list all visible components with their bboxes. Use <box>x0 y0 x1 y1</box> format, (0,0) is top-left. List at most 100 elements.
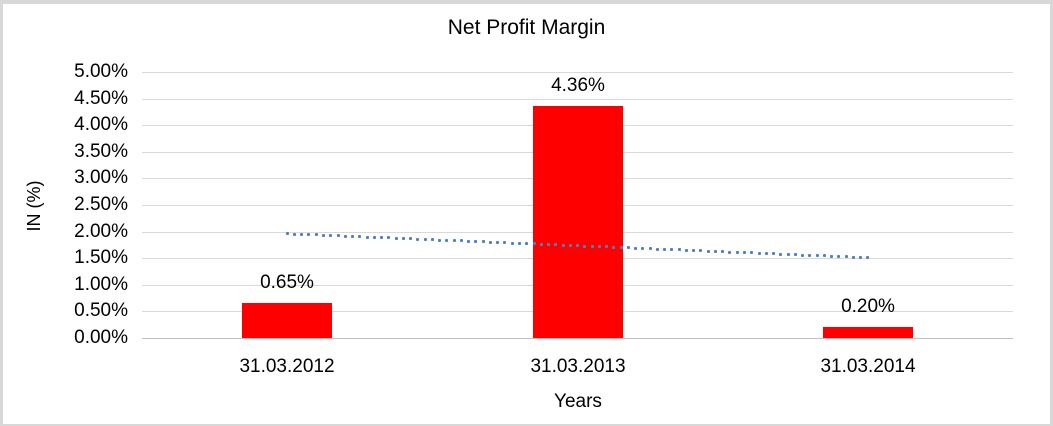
trendline-dot <box>474 240 478 243</box>
trendline-dot <box>866 256 870 260</box>
trendline-dot <box>619 246 623 249</box>
trendline-dot <box>692 249 696 252</box>
trendline-dot <box>793 253 797 257</box>
trendline-dot <box>670 248 674 252</box>
trendline-dot <box>713 249 717 253</box>
trendline-dot <box>597 245 601 249</box>
trendline-dot <box>605 245 608 249</box>
trendline-dot <box>590 244 594 248</box>
data-label: 0.65% <box>260 272 314 293</box>
trendline-dot <box>329 234 333 237</box>
y-tick-label: 2.50% <box>74 194 128 215</box>
trendline-dot <box>750 251 754 255</box>
trendline-dot <box>822 254 826 258</box>
bar-31.03.2014 <box>823 327 913 338</box>
trendline-dot <box>300 232 304 236</box>
data-label: 4.36% <box>551 75 605 96</box>
x-axis-title: Years <box>554 391 602 412</box>
trendline-dot <box>851 255 855 259</box>
trendline-dot <box>764 252 768 255</box>
trendline-dot <box>409 237 413 241</box>
trendline-dot <box>351 234 354 238</box>
data-label: 0.20% <box>841 296 895 317</box>
trendline-dot <box>735 250 739 254</box>
x-axis-line <box>142 338 1013 339</box>
trendline-dot <box>757 251 761 255</box>
trendline-dot <box>467 239 471 243</box>
trendline-dot <box>808 253 812 257</box>
gridline <box>142 72 1013 73</box>
trendline-dot <box>430 238 434 242</box>
trendline-dot <box>859 255 863 259</box>
trendline-dot <box>706 249 710 253</box>
trendline-dot <box>539 242 543 246</box>
trendline-dot <box>336 234 340 238</box>
trendline-dot <box>380 236 383 240</box>
trendline-dot <box>772 252 775 256</box>
trendline-dot <box>510 241 514 245</box>
trendline-dot <box>307 233 311 237</box>
trendline-dot <box>728 250 732 254</box>
trendline-dot <box>496 240 500 244</box>
trendline-dot <box>322 233 325 237</box>
trendline-dot <box>648 247 652 251</box>
trendline-dot <box>684 248 688 252</box>
trendline-dot <box>844 255 848 259</box>
y-tick-label: 0.50% <box>74 300 128 321</box>
trendline-dot <box>292 232 296 236</box>
trendline-dot <box>517 241 521 245</box>
trendline-dot <box>576 244 579 248</box>
trendline-dot <box>387 236 391 240</box>
trendline-dot <box>285 232 289 236</box>
trendline-dot <box>634 246 638 250</box>
trendline-dot <box>815 254 819 258</box>
trendline-dot <box>488 240 492 244</box>
x-tick-label: 31.03.2013 <box>530 356 626 377</box>
trendline-dot <box>786 252 790 256</box>
trendline-dot <box>525 242 529 246</box>
trendline-dot <box>742 251 746 255</box>
trendline-dot <box>416 237 420 241</box>
trendline-dot <box>699 249 703 253</box>
x-tick-label: 31.03.2012 <box>239 356 335 377</box>
y-tick-label: 1.00% <box>74 274 128 295</box>
y-tick-label: 0.00% <box>74 327 128 348</box>
y-axis-title: IN (%) <box>24 180 44 232</box>
y-tick-label: 5.00% <box>74 61 128 82</box>
trendline-dot <box>452 239 456 243</box>
y-tick-label: 1.50% <box>74 247 128 268</box>
chart-title: Net Profit Margin <box>447 16 606 39</box>
trendline-dot <box>459 239 463 243</box>
trendline-dot <box>721 250 725 254</box>
trendline-dot <box>503 241 507 245</box>
trendline-dot <box>401 237 405 240</box>
trendline-dot <box>561 243 565 247</box>
y-tick-label: 2.00% <box>74 221 128 242</box>
trendline-dot <box>394 236 398 240</box>
trendline-dot <box>837 255 841 258</box>
trendline-dot <box>801 253 804 257</box>
trendline-dot <box>583 244 587 248</box>
trendline-dot <box>554 243 558 247</box>
trendline-dot <box>626 246 630 250</box>
x-tick-label: 31.03.2014 <box>820 356 916 377</box>
trendline-dot <box>358 235 362 239</box>
y-tick-label: 4.00% <box>74 114 128 135</box>
trendline-dot <box>612 245 616 249</box>
trendline-dot <box>532 242 536 246</box>
trendline-dot <box>547 243 550 246</box>
trendline-dot <box>641 246 645 250</box>
trendline-dot <box>655 247 659 251</box>
gridline <box>142 99 1013 100</box>
trendline-dot <box>365 235 369 239</box>
trendline-dot <box>677 248 681 252</box>
y-tick-label: 3.00% <box>74 167 128 188</box>
trendline-dot <box>314 233 318 237</box>
trendline-dot <box>423 237 427 241</box>
trendline-dot <box>663 247 667 251</box>
trendline-dot <box>481 240 485 244</box>
bar-31.03.2013 <box>533 106 623 338</box>
y-tick-label: 3.50% <box>74 141 128 162</box>
trendline-dot <box>372 235 376 239</box>
